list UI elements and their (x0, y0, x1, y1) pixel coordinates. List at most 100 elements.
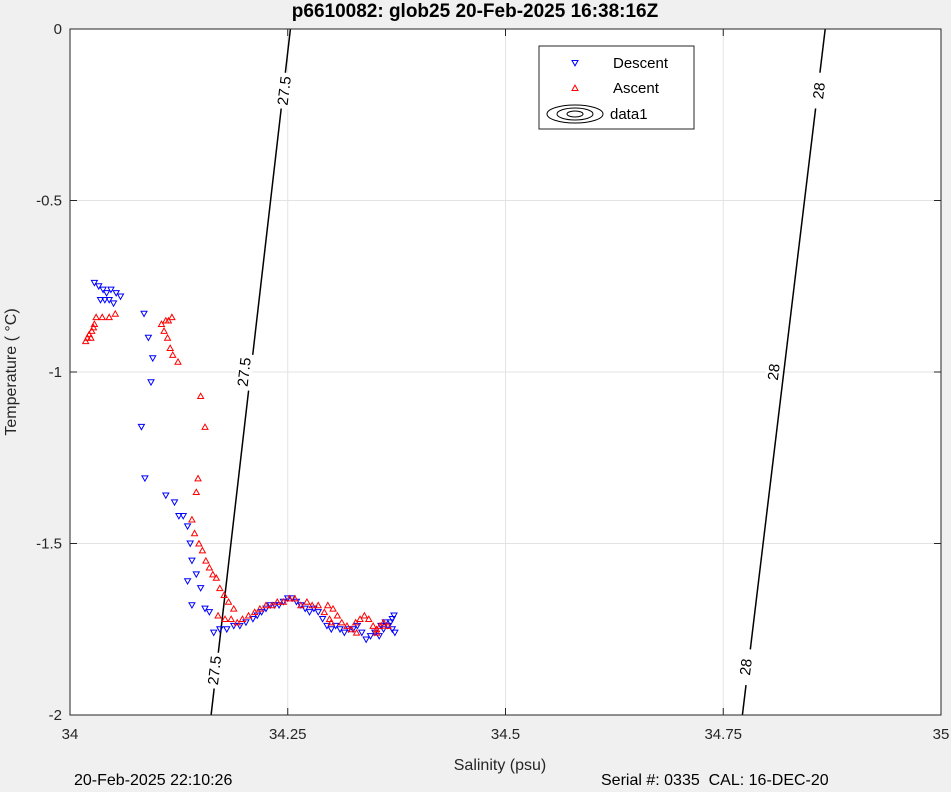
y-axis-label: Temperature ( °C) (3, 308, 20, 435)
descent-point-32 (222, 626, 231, 634)
ascent-point-71 (352, 628, 361, 636)
ascent-point-16 (163, 333, 172, 341)
descent-point-19 (175, 513, 183, 520)
x-axis-label: Salinity (psu) (454, 757, 546, 774)
ascent-point-3 (87, 333, 95, 341)
descent-point-69 (388, 615, 397, 623)
descent-point-26 (196, 585, 205, 592)
ascent-point-49 (290, 594, 299, 602)
descent-point-48 (301, 605, 310, 613)
descent-point-61 (357, 629, 366, 637)
ascent-point-62 (356, 615, 364, 622)
ascent-point-59 (343, 622, 351, 629)
descent-point-39 (262, 605, 270, 613)
ascent-point-35 (229, 604, 238, 612)
footer-timestamp: 20-Feb-2025 22:10:26 (74, 772, 233, 789)
ascent-point-6 (90, 320, 99, 327)
ascent-point-24 (188, 515, 196, 523)
ascent-point-70 (372, 628, 381, 636)
ascent-point-15 (160, 327, 168, 334)
ascent-point-56 (329, 604, 337, 612)
descent-point-23 (188, 557, 196, 565)
descent-point-35 (242, 619, 250, 627)
descent-point-54 (327, 626, 336, 634)
contour-label-bg-1-2 (735, 648, 756, 686)
ascent-point-69 (384, 622, 392, 629)
ascent-point-22 (194, 474, 202, 482)
ascent-point-28 (202, 556, 210, 564)
descent-point-9 (105, 296, 114, 304)
descent-point-10 (109, 300, 118, 308)
x-tick-label-4: 35 (933, 726, 950, 743)
y-tick-label-2: -1 (49, 364, 62, 381)
ascent-point-27 (198, 546, 207, 554)
legend-label-descent: Descent (613, 55, 669, 72)
ascent-point-0 (81, 337, 90, 345)
descent-point-0 (90, 279, 99, 287)
descent-point-62 (362, 636, 370, 644)
descent-point-71 (388, 626, 397, 634)
descent-point-27 (188, 602, 196, 610)
ascent-point-19 (174, 357, 182, 365)
descent-point-22 (186, 540, 195, 548)
descent-point-24 (183, 578, 192, 586)
ascent-point-39 (233, 618, 242, 626)
ascent-point-43 (256, 604, 264, 612)
footer-serial: Serial #: 0335 CAL: 16-DEC-20 (601, 772, 829, 789)
ascent-point-17 (166, 344, 175, 351)
ascent-point-50 (296, 601, 305, 609)
ascent-point-29 (205, 563, 214, 571)
descent-point-68 (386, 619, 395, 627)
descent-point-44 (283, 595, 292, 603)
ascent-point-54 (320, 608, 329, 616)
descent-point-5 (112, 290, 121, 297)
contour-line-28 (741, 29, 826, 715)
ascent-point-14 (168, 313, 176, 321)
ascent-point-45 (268, 601, 276, 609)
legend-data1-ellipse-0 (546, 104, 604, 124)
ascent-point-72 (327, 618, 336, 626)
contour-label-28-2: 28 (737, 658, 756, 677)
contour-label-bg-0-2 (204, 651, 225, 690)
descent-point-25 (192, 571, 201, 579)
descent-point-66 (379, 626, 388, 634)
descent-point-16 (141, 475, 149, 483)
legend-label-data1: data1 (610, 106, 648, 123)
ascent-point-20 (196, 392, 205, 400)
descent-point-59 (349, 626, 357, 634)
descent-point-1 (94, 283, 103, 291)
contour-label-bg-1-0 (808, 71, 830, 110)
y-tick-label-0: 0 (54, 21, 62, 38)
contour-label-27-5-1: 27.5 (235, 357, 255, 388)
x-tick-label-3: 34.75 (704, 726, 742, 743)
descent-point-8 (100, 296, 109, 304)
descent-point-56 (336, 626, 344, 634)
descent-point-70 (390, 612, 398, 620)
legend-label-ascent: Ascent (613, 80, 660, 97)
descent-point-33 (229, 622, 238, 630)
ascent-point-11 (157, 320, 166, 327)
ascent-point-57 (333, 611, 342, 619)
ascent-point-63 (360, 611, 369, 619)
descent-point-40 (266, 602, 275, 610)
descent-point-63 (366, 633, 375, 640)
contour-label-27-5-0: 27.5 (275, 75, 295, 106)
descent-point-51 (314, 609, 323, 616)
contour-label-28-1: 28 (765, 363, 784, 382)
legend-descent-marker (571, 60, 579, 67)
descent-point-49 (305, 609, 314, 616)
ascent-point-32 (215, 584, 224, 592)
ascent-point-38 (227, 615, 235, 622)
plot-area: 27.5 27.5 27.5 28 28 28 34 34.25 34.5 34.75 35 0 -0.… (36, 21, 949, 743)
ascent-point-60 (347, 625, 356, 633)
ascent-point-73 (323, 601, 332, 609)
descent-point-73 (381, 619, 390, 627)
contour-label-27-5-2: 27.5 (205, 655, 225, 686)
legend-box (538, 45, 695, 130)
ascent-point-2 (85, 330, 94, 338)
ascent-point-64 (364, 615, 373, 622)
ascent-point-40 (238, 615, 247, 622)
contour-label-bg-0-0 (274, 71, 295, 110)
ascent-point-4 (87, 327, 96, 334)
